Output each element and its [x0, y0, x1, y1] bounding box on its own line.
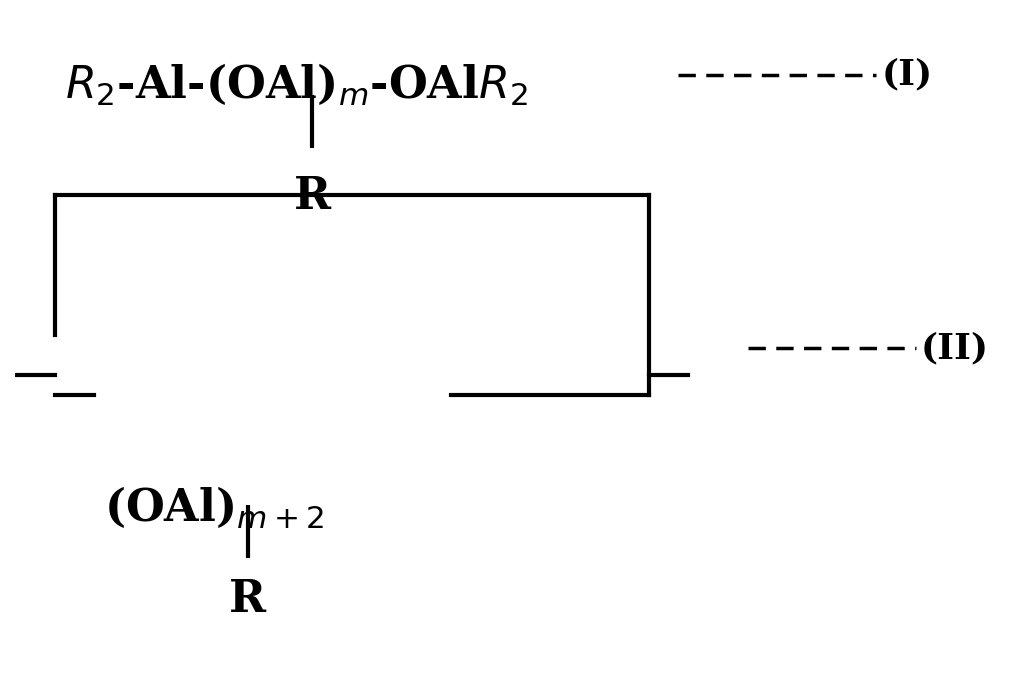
Text: (II): (II) — [921, 331, 989, 365]
Text: $R_2$-Al-(OAl)$_m$-OAl$R_2$: $R_2$-Al-(OAl)$_m$-OAl$R_2$ — [64, 62, 527, 107]
Text: (OAl)$_{m+2}$: (OAl)$_{m+2}$ — [104, 484, 324, 530]
Text: R: R — [293, 175, 331, 218]
Text: R: R — [229, 578, 266, 621]
Text: (I): (I) — [881, 58, 932, 92]
